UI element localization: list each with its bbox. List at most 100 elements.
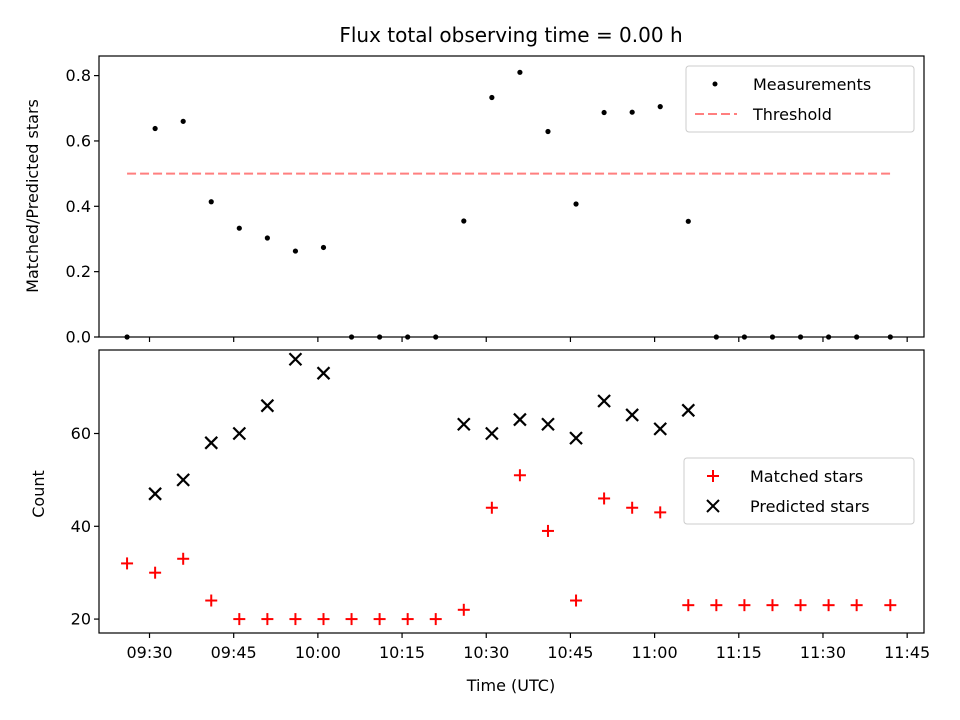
y-tick-label: 0.4 — [66, 197, 91, 216]
y-tick-label: 40 — [71, 517, 91, 536]
predicted-stars-point — [541, 417, 555, 432]
measurements-point — [320, 244, 327, 251]
matched-stars-point — [149, 566, 162, 579]
y-tick-label: 0.8 — [66, 66, 91, 85]
legend-label-threshold: Threshold — [752, 105, 832, 124]
matched-stars-point — [766, 599, 779, 612]
x-tick-label: 10:15 — [379, 643, 425, 662]
x-tick-label: 11:30 — [800, 643, 846, 662]
y-tick-label: 20 — [71, 610, 91, 629]
bottom-panel: 20 40 60 09:30 09:45 10:00 10:15 10:30 10:45 11:… — [29, 349, 930, 695]
top-panel-y-axis: 0.0 0.2 0.4 0.6 0.8 — [66, 66, 99, 347]
predicted-stars-point — [653, 422, 668, 436]
measurements-point — [489, 94, 495, 101]
matched-stars-point — [345, 613, 358, 626]
matched-stars-point — [233, 613, 246, 626]
matched-stars-point — [289, 613, 302, 626]
predicted-stars-point — [232, 426, 247, 441]
chart-title: Flux total observing time = 0.00 h — [339, 23, 682, 47]
predicted-stars-point — [597, 394, 611, 408]
matched-stars-point — [822, 599, 835, 612]
matched-stars-point — [485, 501, 498, 514]
measurements-point — [685, 218, 691, 224]
x-tick-label: 09:45 — [211, 643, 257, 662]
measurements-point — [657, 104, 663, 110]
measurements-point — [180, 118, 186, 124]
top-panel: 0.00.20.40.60.8 Matched/Predicted stars … — [23, 55, 925, 347]
matched-stars-point — [738, 599, 751, 612]
x-tick-label: 11:00 — [632, 643, 678, 662]
predicted-stars-point — [625, 408, 639, 422]
bottom-panel-x-ticks: 09:30 09:45 10:00 10:15 10:30 10:45 11:00 11:15… — [126, 633, 930, 662]
predicted-stars-point — [485, 426, 499, 441]
matched-stars-point — [682, 599, 695, 612]
x-tick-label: 10:30 — [463, 643, 509, 662]
matched-stars-point — [401, 613, 414, 626]
matched-stars-point — [429, 613, 442, 626]
predicted-stars-point — [176, 473, 190, 487]
x-tick-label: 10:00 — [295, 643, 341, 662]
measurements-point — [152, 125, 158, 132]
measurements-point — [573, 201, 579, 207]
measurements-point — [517, 69, 523, 75]
measurements-point — [236, 225, 242, 231]
predicted-stars-point — [569, 431, 583, 445]
measurements-point — [208, 199, 214, 205]
matched-stars-point — [177, 552, 190, 565]
top-panel-legend: Measurements Threshold — [685, 65, 915, 133]
x-tick-label: 09:30 — [126, 643, 172, 662]
predicted-stars-point — [457, 417, 471, 432]
predicted-stars-point — [260, 398, 275, 413]
predicted-stars-point — [288, 352, 303, 367]
matched-stars-point — [261, 613, 274, 626]
matched-stars-point — [373, 613, 386, 626]
predicted-stars-point — [204, 436, 219, 450]
legend-swatch-measurements — [712, 81, 718, 87]
legend-swatch-predicted-stars — [706, 499, 720, 513]
matched-stars-point — [598, 492, 611, 505]
matched-stars-point — [317, 613, 330, 626]
top-panel-y-label: Matched/Predicted stars — [23, 99, 42, 293]
top-panel-frame — [98, 55, 925, 338]
measurements-point — [264, 235, 270, 241]
legend-label-measurements: Measurements — [753, 75, 871, 94]
bottom-legend-box — [683, 457, 915, 525]
top-panel-x-ticks — [148, 337, 908, 342]
predicted-stars-point — [316, 366, 331, 380]
predicted-stars-point — [681, 403, 696, 418]
measurements-point — [461, 218, 467, 224]
legend-swatch-matched-stars — [707, 470, 719, 482]
matched-stars-point — [541, 524, 554, 537]
matched-stars-point — [121, 557, 134, 570]
y-tick-label: 0.0 — [66, 328, 91, 347]
predicted-stars-point — [513, 412, 527, 427]
measurements-point — [601, 109, 607, 116]
y-tick-label: 0.2 — [66, 262, 91, 281]
bottom-panel-y-label: Count — [29, 470, 48, 518]
top-panel-marks — [124, 69, 893, 340]
bottom-panel-y-axis: 20 40 60 — [71, 424, 99, 629]
x-tick-label: 10:45 — [547, 643, 593, 662]
matched-stars-point — [850, 599, 863, 612]
top-legend-box — [685, 65, 915, 133]
matched-stars-point — [794, 599, 807, 612]
measurements-point — [292, 248, 299, 254]
legend-label-predicted-stars: Predicted stars — [750, 497, 870, 516]
bottom-panel-frame — [98, 349, 925, 634]
matched-stars-point — [626, 501, 639, 514]
x-axis-label: Time (UTC) — [466, 676, 555, 695]
matched-stars-point — [654, 506, 667, 519]
matched-stars-point — [710, 599, 723, 612]
x-tick-label: 11:15 — [716, 643, 762, 662]
legend-label-matched-stars: Matched stars — [750, 467, 863, 486]
measurements-point — [629, 109, 635, 115]
bottom-panel-marks — [121, 352, 897, 626]
bottom-panel-legend: Matched stars Predicted stars — [683, 457, 915, 525]
matched-stars-point — [205, 594, 218, 607]
matched-stars-point — [457, 603, 470, 616]
matched-stars-point — [570, 594, 583, 607]
y-tick-label: 0.6 — [66, 131, 91, 150]
matched-stars-point — [884, 599, 897, 612]
x-tick-label: 11:45 — [884, 643, 930, 662]
